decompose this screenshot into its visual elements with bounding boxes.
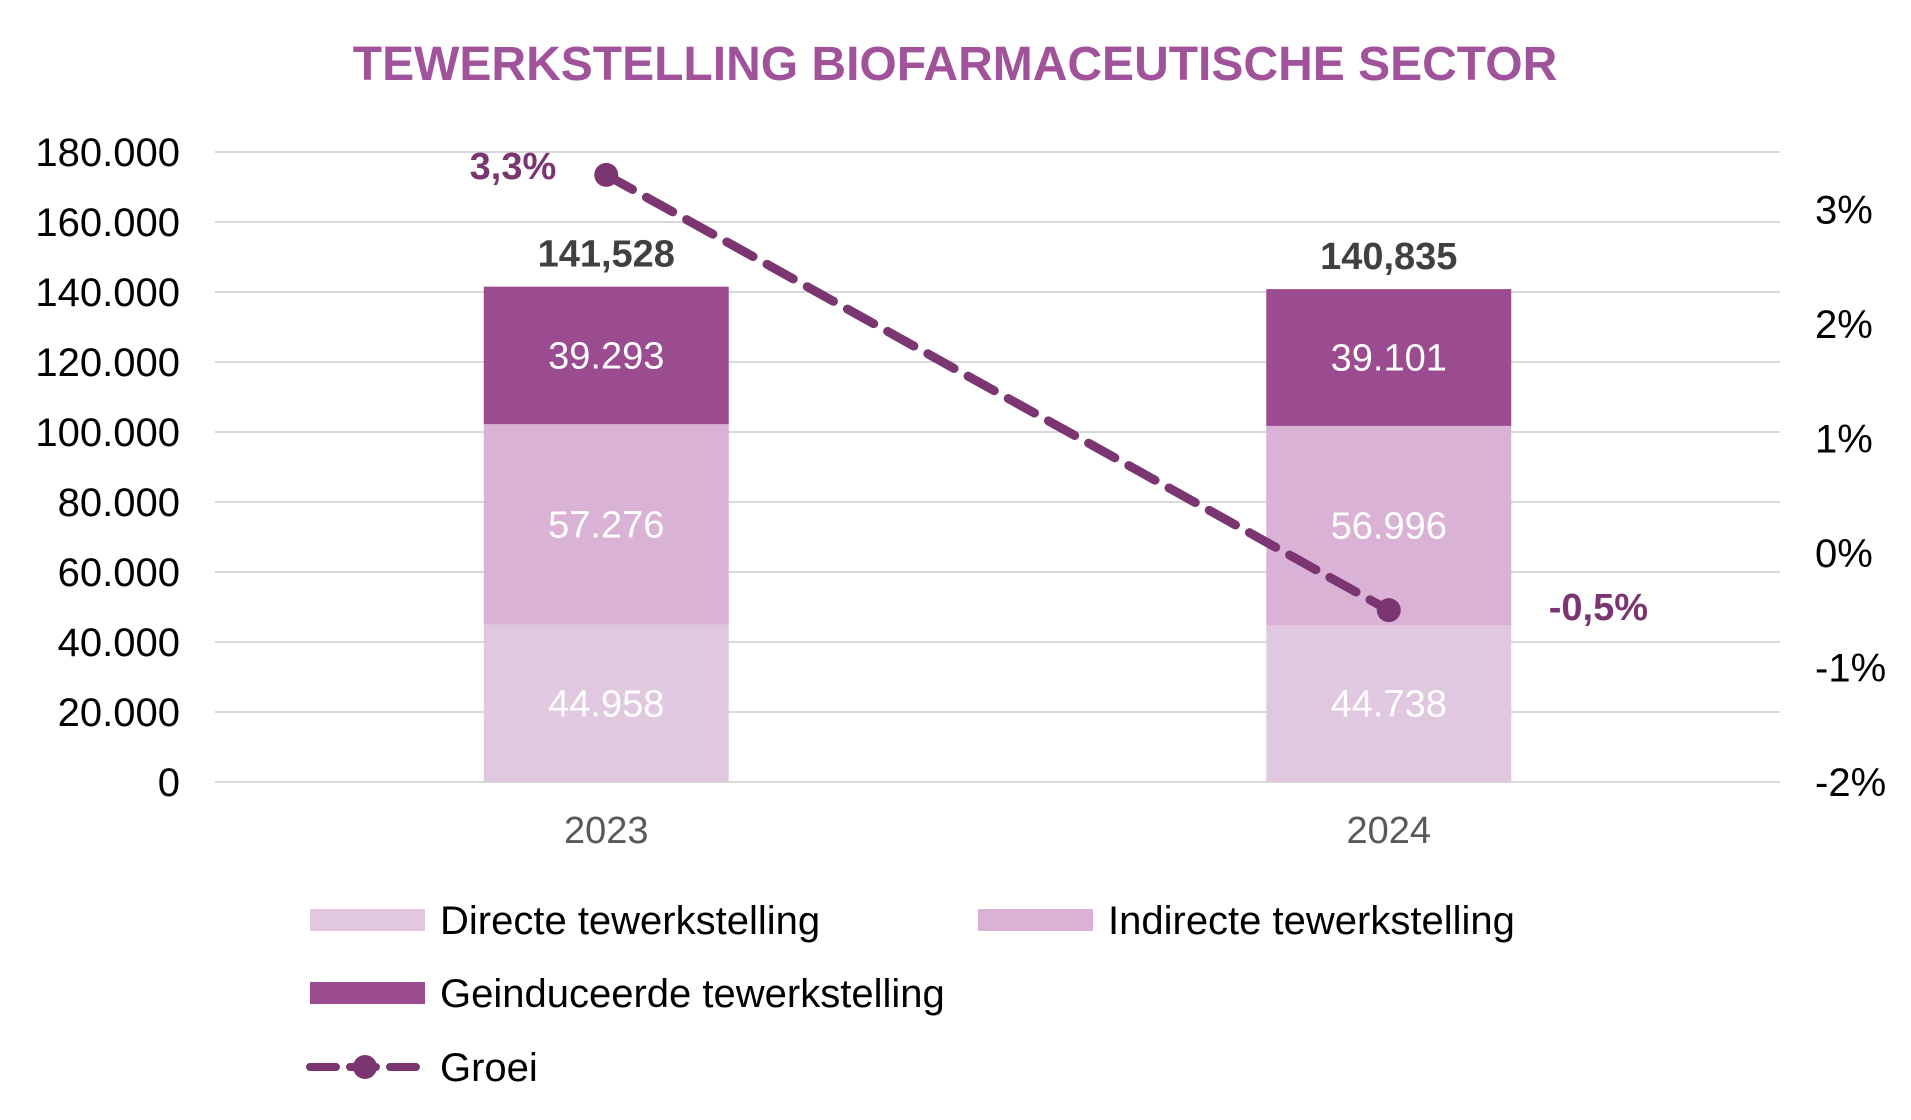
chart-title: TEWERKSTELLING BIOFARMACEUTISCHE SECTOR bbox=[353, 38, 1557, 91]
bar-data-label: 39.293 bbox=[548, 335, 664, 377]
y-tick-label: 160.000 bbox=[35, 201, 180, 245]
bar-data-label: 44.738 bbox=[1331, 684, 1447, 726]
y2-tick-label: 2% bbox=[1815, 303, 1873, 347]
y-tick-label: 0 bbox=[158, 761, 180, 805]
bar-data-label: 39.101 bbox=[1331, 338, 1447, 380]
y2-tick-label: 0% bbox=[1815, 532, 1873, 576]
legend-swatch-marker bbox=[353, 1055, 377, 1079]
legend-item: Indirecte tewerkstelling bbox=[978, 899, 1515, 943]
x-axis: 2023 2024 bbox=[564, 810, 1431, 852]
legend-item: Groei bbox=[306, 1046, 538, 1090]
y-tick-label: 20.000 bbox=[58, 691, 180, 735]
legend-item: Directe tewerkstelling bbox=[310, 899, 820, 943]
bar-total-label: 140,835 bbox=[1320, 236, 1457, 278]
growth-line: 3,3% -0,5% bbox=[470, 146, 1648, 629]
growth-line-path bbox=[601, 170, 1394, 615]
bar-segment bbox=[483, 624, 729, 782]
bar-data-label: 57.276 bbox=[548, 504, 664, 546]
bar-segment bbox=[483, 424, 729, 625]
legend-label: Directe tewerkstelling bbox=[440, 899, 820, 943]
secondary-y-axis: -2% -1% 0% 1% 2% 3% bbox=[1815, 188, 1886, 805]
y2-tick-label: -1% bbox=[1815, 646, 1886, 690]
bar-total-label: 141,528 bbox=[538, 234, 675, 276]
growth-point bbox=[1376, 598, 1401, 623]
y-axis: 0 20.000 40.000 60.000 80.000 100.000 120.000 1… bbox=[35, 131, 180, 805]
y-tick-label: 180.000 bbox=[35, 131, 180, 175]
y2-tick-label: 1% bbox=[1815, 417, 1873, 461]
y-tick-label: 100.000 bbox=[35, 411, 180, 455]
bar-data-label: 56.996 bbox=[1331, 506, 1447, 548]
y-tick-label: 60.000 bbox=[58, 551, 180, 595]
gridlines bbox=[215, 151, 1780, 783]
bar-segment bbox=[1266, 625, 1512, 782]
growth-data-label: 3,3% bbox=[470, 146, 557, 188]
y-tick-label: 40.000 bbox=[58, 621, 180, 665]
y2-tick-label: -2% bbox=[1815, 761, 1886, 805]
legend-swatch bbox=[310, 909, 425, 931]
bars: 44.958 57.276 39.293 141,528 44.738 56.996 39.… bbox=[483, 234, 1512, 782]
y-tick-label: 80.000 bbox=[58, 481, 180, 525]
bar-segment bbox=[483, 286, 729, 425]
y2-tick-label: 3% bbox=[1815, 188, 1873, 232]
bar-segment bbox=[1266, 425, 1512, 626]
y-tick-label: 120.000 bbox=[35, 341, 180, 385]
legend-label: Geinduceerde tewerkstelling bbox=[440, 972, 945, 1016]
growth-point bbox=[594, 162, 619, 187]
legend-label: Groei bbox=[440, 1046, 538, 1090]
x-tick-label: 2024 bbox=[1346, 810, 1431, 852]
legend-label: Indirecte tewerkstelling bbox=[1108, 899, 1515, 943]
growth-data-label: -0,5% bbox=[1549, 587, 1648, 629]
bar-data-label: 44.958 bbox=[548, 683, 664, 725]
legend-swatch bbox=[310, 982, 425, 1004]
x-tick-label: 2023 bbox=[564, 810, 649, 852]
legend: Directe tewerkstelling Indirecte tewerkst… bbox=[306, 899, 1515, 1090]
legend-swatch bbox=[978, 909, 1093, 931]
y-tick-label: 140.000 bbox=[35, 271, 180, 315]
bar-segment bbox=[1266, 289, 1512, 426]
legend-item: Geinduceerde tewerkstelling bbox=[310, 972, 945, 1016]
